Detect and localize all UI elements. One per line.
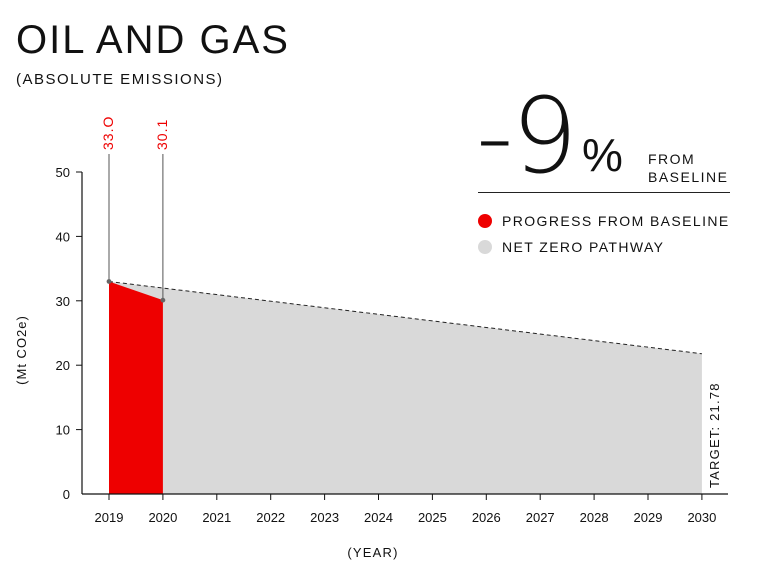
- annotation-label-2019: 33.O: [100, 116, 116, 150]
- y-tick-label-50: 50: [56, 165, 70, 180]
- progress-area: [109, 281, 163, 494]
- y-tick-label-30: 30: [56, 294, 70, 309]
- x-tick-label-2030: 2030: [687, 510, 716, 525]
- kpi-caption: FROM BASELINE: [648, 150, 728, 186]
- pathway-area: [109, 281, 702, 494]
- x-tick-label-2026: 2026: [472, 510, 501, 525]
- kpi-block: -9 % FROM BASELINE: [476, 84, 730, 194]
- kpi-unit: %: [582, 129, 623, 181]
- legend-swatch-progress: [478, 214, 492, 228]
- y-axis-label: (Mt CO2e): [14, 315, 29, 385]
- x-tick-label-2019: 2019: [95, 510, 124, 525]
- y-tick-label-40: 40: [56, 229, 70, 244]
- y-tick-label-10: 10: [56, 423, 70, 438]
- y-tick-label-20: 20: [56, 358, 70, 373]
- kpi-value: -9: [476, 75, 578, 197]
- kpi-caption-line2: BASELINE: [648, 169, 729, 185]
- x-tick-label-2022: 2022: [256, 510, 285, 525]
- pathway-line: [108, 280, 702, 355]
- data-point-2019: [106, 279, 112, 284]
- x-tick-label-2024: 2024: [364, 510, 393, 525]
- kpi-divider: [478, 192, 730, 193]
- x-tick-label-2025: 2025: [418, 510, 447, 525]
- x-tick-label-2023: 2023: [310, 510, 339, 525]
- x-axis-label: (YEAR): [347, 545, 398, 560]
- legend-label-pathway: NET ZERO PATHWAY: [502, 239, 665, 255]
- kpi-caption-line1: FROM: [648, 151, 696, 167]
- annotation-label-2020: 30.1: [154, 119, 170, 150]
- legend-label-progress: PROGRESS FROM BASELINE: [502, 213, 730, 229]
- data-point-2020: [160, 297, 166, 303]
- chart-title: OIL AND GAS: [16, 18, 290, 62]
- legend: PROGRESS FROM BASELINE NET ZERO PATHWAY: [478, 208, 730, 260]
- y-tick-label-0: 0: [63, 487, 70, 502]
- chart-subtitle: (ABSOLUTE EMISSIONS): [16, 71, 224, 88]
- legend-item-pathway: NET ZERO PATHWAY: [478, 234, 730, 260]
- target-label: TARGET: 21.78: [707, 382, 722, 488]
- x-tick-label-2027: 2027: [526, 510, 555, 525]
- x-tick-label-2029: 2029: [634, 510, 663, 525]
- legend-item-progress: PROGRESS FROM BASELINE: [478, 208, 730, 234]
- x-tick-label-2028: 2028: [580, 510, 609, 525]
- legend-swatch-pathway: [478, 240, 492, 254]
- x-tick-label-2020: 2020: [148, 510, 177, 525]
- x-tick-label-2021: 2021: [202, 510, 231, 525]
